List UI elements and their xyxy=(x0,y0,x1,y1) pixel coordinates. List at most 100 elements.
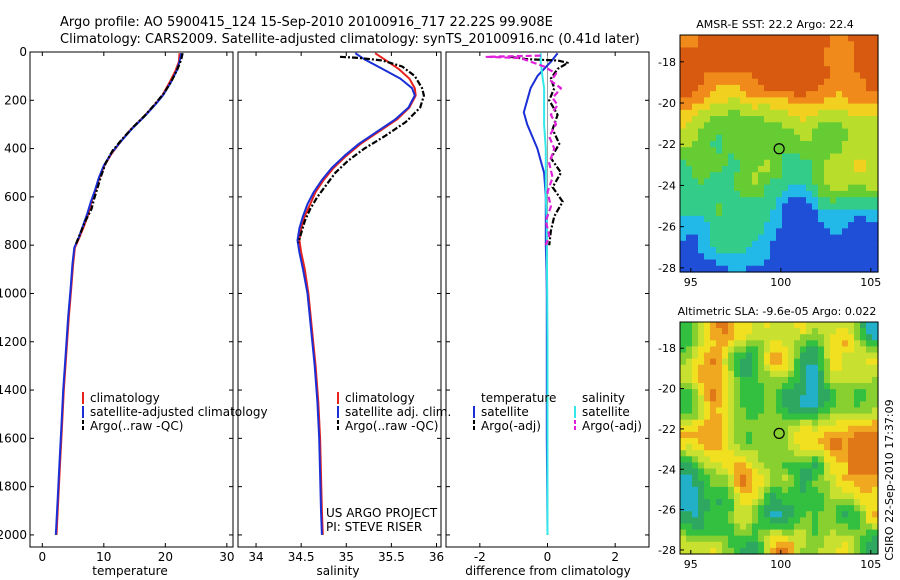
map-cell xyxy=(800,147,807,155)
map-cell xyxy=(728,53,735,61)
map-cell xyxy=(728,234,735,242)
salinity-panel-frame xyxy=(237,51,442,548)
map-cell xyxy=(812,480,819,488)
map-cell xyxy=(722,116,729,123)
map-cell xyxy=(752,97,759,105)
map-cell xyxy=(692,247,699,254)
map-cell xyxy=(788,505,795,512)
map-cell xyxy=(770,197,777,204)
map-cell xyxy=(842,134,849,142)
map-cell xyxy=(722,425,729,433)
map-cell xyxy=(854,35,861,42)
map-cell xyxy=(866,383,873,390)
map-cell xyxy=(752,190,759,198)
map-cell xyxy=(854,253,861,261)
map-cell xyxy=(812,444,819,451)
map-cell xyxy=(776,128,783,136)
map-cell xyxy=(788,253,795,261)
map-cell xyxy=(692,184,699,192)
map-cell xyxy=(722,468,729,476)
map-cell xyxy=(782,53,789,61)
map-cell xyxy=(740,253,747,261)
map-cell xyxy=(836,547,843,555)
map-cell xyxy=(818,419,825,427)
map-cell xyxy=(704,222,711,229)
map-cell xyxy=(698,456,705,464)
map-cell xyxy=(746,128,753,136)
map-cell xyxy=(836,78,843,86)
map-cell xyxy=(686,486,693,494)
map-cell xyxy=(710,328,717,335)
map-cell xyxy=(704,265,711,273)
map-cell xyxy=(692,462,699,470)
map-cell xyxy=(800,91,807,98)
map-cell xyxy=(806,222,813,229)
map-cell xyxy=(716,358,723,366)
map-cell xyxy=(692,215,699,223)
map-cell xyxy=(722,209,729,217)
map-cell xyxy=(800,172,807,180)
map-cell xyxy=(680,438,687,445)
map-cell xyxy=(734,486,741,494)
map-cell xyxy=(698,407,705,415)
map-cell xyxy=(830,109,837,117)
map-cell xyxy=(740,35,747,42)
map-cell xyxy=(680,259,687,267)
map-cell xyxy=(722,535,729,543)
map-cell xyxy=(704,364,711,372)
map-cell xyxy=(800,425,807,433)
map-cell xyxy=(782,328,789,335)
map-cell xyxy=(752,59,759,67)
map-cell xyxy=(758,450,765,457)
map-cell xyxy=(782,468,789,476)
map-cell xyxy=(686,240,693,248)
map-cell xyxy=(854,84,861,92)
map-cell xyxy=(842,253,849,261)
map-cell xyxy=(746,529,753,537)
map-cell xyxy=(872,547,879,555)
map-cell xyxy=(788,97,795,105)
map-cell xyxy=(860,72,867,80)
map-cell xyxy=(722,322,729,329)
map-cell xyxy=(854,334,861,341)
map-cell xyxy=(860,253,867,261)
map-cell xyxy=(680,59,687,67)
map-cell xyxy=(824,480,831,488)
map-cell xyxy=(812,547,819,555)
map-cell xyxy=(860,66,867,74)
legend-label-climatology: climatology xyxy=(90,391,160,405)
map-cell xyxy=(704,134,711,142)
map-cell xyxy=(752,35,759,42)
map-cell xyxy=(866,53,873,61)
map-cell xyxy=(686,352,693,360)
map-cell xyxy=(824,407,831,415)
map-cell xyxy=(836,376,843,384)
map-cell xyxy=(728,444,735,451)
map-cell xyxy=(782,322,789,329)
map-cell xyxy=(854,541,861,549)
map-cell xyxy=(872,346,879,354)
map-cell xyxy=(782,407,789,415)
map-cell xyxy=(758,53,765,61)
map-cell xyxy=(848,134,855,142)
map-cell xyxy=(836,66,843,74)
map-cell xyxy=(812,35,819,42)
map-cell xyxy=(740,134,747,142)
map-cell xyxy=(848,523,855,531)
map-cell xyxy=(734,444,741,451)
map-cell xyxy=(716,222,723,229)
map-cell xyxy=(812,486,819,494)
map-cell xyxy=(686,122,693,130)
map-cell xyxy=(686,47,693,55)
map-cell xyxy=(788,41,795,49)
map-cell xyxy=(860,97,867,105)
map-cell xyxy=(716,203,723,211)
map-cell xyxy=(830,401,837,409)
map-cell xyxy=(698,340,705,348)
map-cell xyxy=(830,425,837,433)
map-cell xyxy=(752,407,759,415)
map-cell xyxy=(854,97,861,105)
map-cell xyxy=(758,134,765,142)
map-cell xyxy=(824,35,831,42)
